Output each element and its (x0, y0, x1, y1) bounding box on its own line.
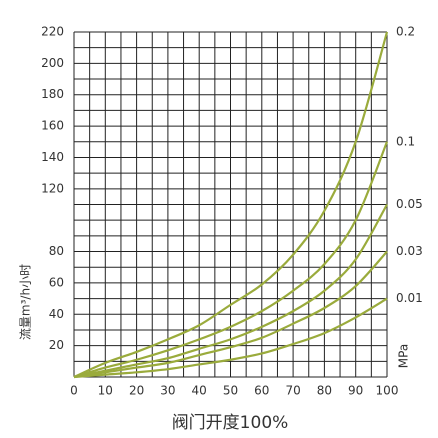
y-tick-label: 160 (41, 119, 64, 133)
y-tick-label: 40 (49, 307, 64, 321)
x-axis-label: 阀门开度100% (172, 413, 289, 433)
flow-curve (73, 250, 388, 379)
y-tick-label: 140 (41, 150, 64, 164)
x-tick-label: 80 (317, 384, 332, 398)
x-tick-label: 70 (285, 384, 300, 398)
y-tick-label: 120 (41, 181, 64, 195)
y-tick-label: 180 (41, 87, 64, 101)
y-tick-label: 20 (49, 338, 64, 352)
x-tick-label: 50 (223, 384, 238, 398)
y-tick-label: 60 (49, 275, 64, 289)
x-tick-label: 30 (160, 384, 175, 398)
x-tick-label: 0 (70, 384, 78, 398)
y-tick-label: 220 (41, 25, 64, 39)
flow-curve (73, 203, 388, 379)
y-tick-label: 200 (41, 56, 64, 70)
y-tick-label: 80 (49, 244, 64, 258)
series-label: 0.05 (396, 197, 423, 211)
x-tick-label: 100 (376, 384, 399, 398)
x-tick-label: 40 (192, 384, 207, 398)
series-label: 0.2 (396, 25, 415, 39)
flow-curve (73, 297, 388, 379)
unit-label: MPa (397, 344, 411, 368)
flow-curve (73, 141, 389, 379)
x-tick-label: 60 (254, 384, 269, 398)
flow-curve (73, 31, 389, 379)
x-tick-label: 10 (98, 384, 113, 398)
x-tick-label: 20 (129, 384, 144, 398)
series-label: 0.01 (396, 291, 423, 305)
y-axis-label: 流量m³/h小时 (19, 264, 33, 340)
series-label: 0.03 (396, 244, 423, 258)
x-tick-label: 90 (348, 384, 363, 398)
series-label: 0.1 (396, 134, 415, 148)
